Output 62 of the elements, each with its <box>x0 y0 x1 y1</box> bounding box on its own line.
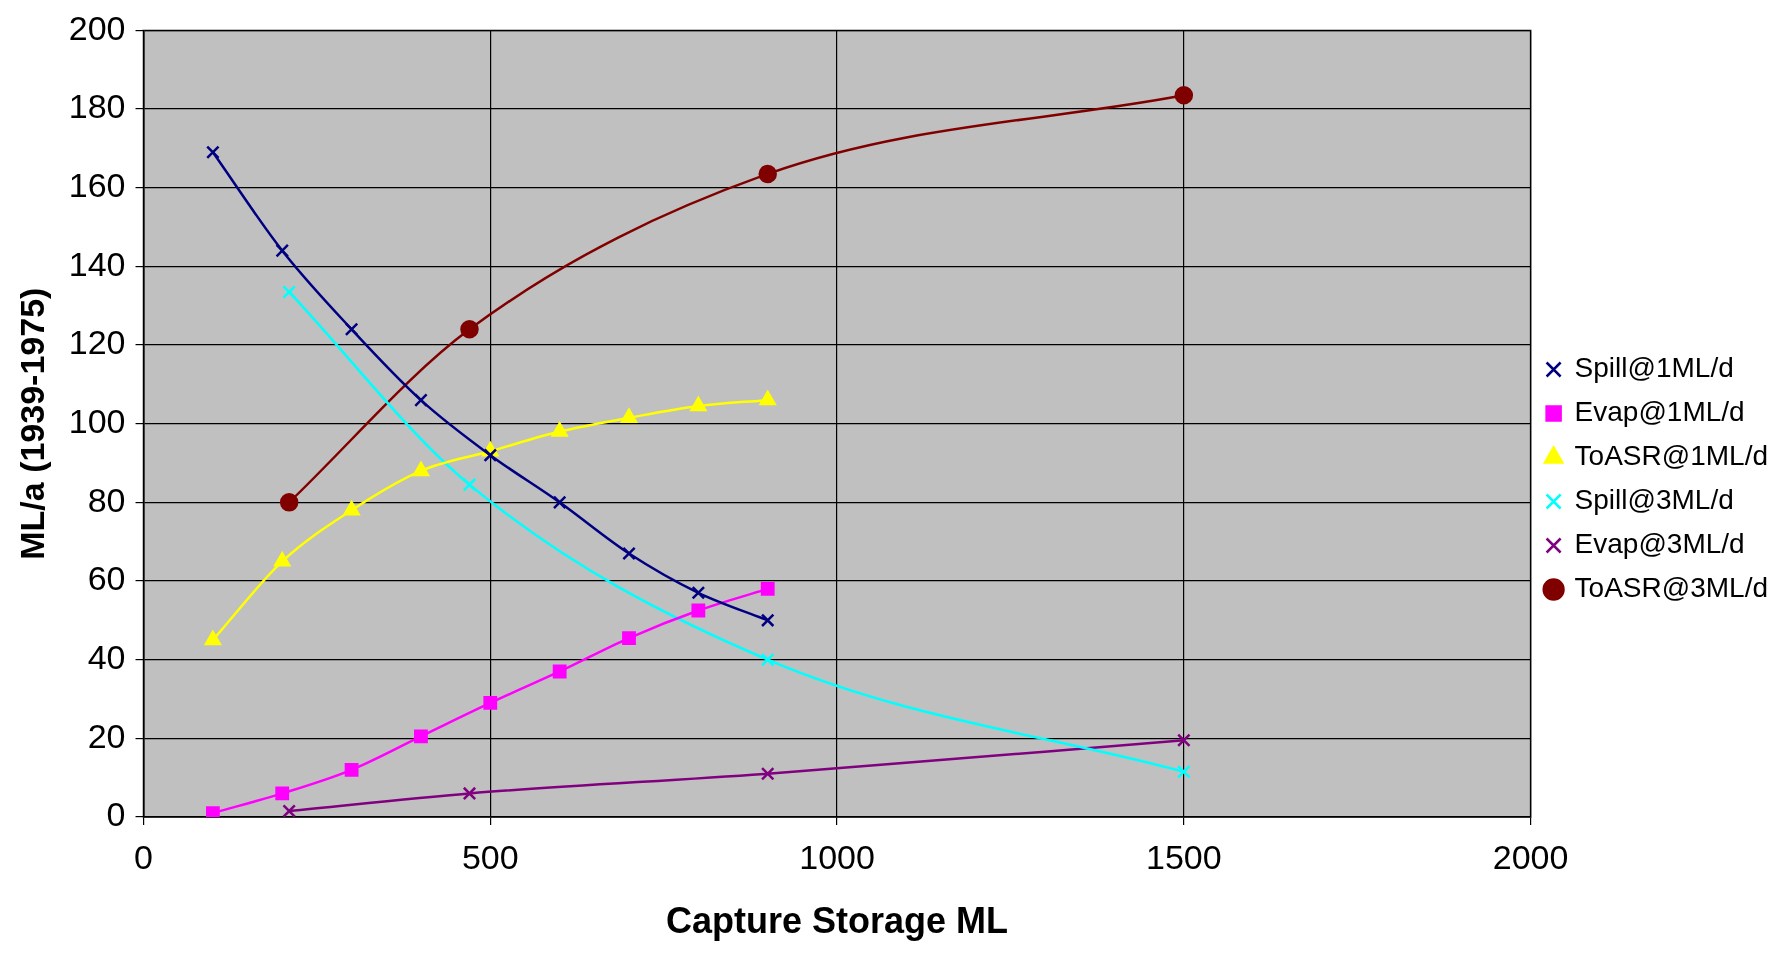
y-tick-label: 20 <box>87 716 126 755</box>
point <box>460 320 479 339</box>
point <box>691 585 706 600</box>
point <box>275 786 290 801</box>
point <box>483 448 498 463</box>
y-tick-label: 160 <box>68 166 126 205</box>
x-tick-label: 500 <box>461 837 519 876</box>
legend-label: ToASR@3ML/d <box>1574 572 1768 604</box>
point <box>412 461 430 477</box>
point <box>205 145 220 160</box>
y-tick-label: 200 <box>68 8 126 47</box>
point <box>275 243 290 258</box>
y-tick-label: 60 <box>87 559 126 598</box>
point <box>760 652 775 667</box>
point <box>760 581 775 596</box>
point <box>622 546 636 561</box>
legend-label: Spill@1ML/d <box>1574 352 1734 384</box>
point <box>551 422 568 437</box>
x-tick-label: 0 <box>134 837 153 876</box>
y-tick-label: 100 <box>68 402 126 441</box>
y-tick-label: 140 <box>68 244 126 283</box>
point <box>1174 86 1194 105</box>
legend-label: ToASR@1ML/d <box>1574 440 1768 472</box>
y-axis-title: ML/a (1939-1975) <box>12 287 51 560</box>
point <box>1176 764 1191 779</box>
y-tick-label: 180 <box>68 87 126 126</box>
legend-label: Evap@3ML/d <box>1574 528 1745 560</box>
point <box>760 766 775 781</box>
point <box>462 477 477 492</box>
point <box>344 762 359 777</box>
point <box>758 164 777 184</box>
point <box>279 493 299 512</box>
legend-label: Evap@1ML/d <box>1574 396 1745 428</box>
point <box>282 804 297 817</box>
point <box>552 664 567 679</box>
point <box>205 806 220 817</box>
point <box>483 696 498 710</box>
point <box>691 603 706 618</box>
y-tick-label: 40 <box>87 638 126 677</box>
point <box>622 631 636 645</box>
point <box>759 390 776 406</box>
y-tick-label: 120 <box>68 323 126 362</box>
point <box>414 393 428 408</box>
y-tick-label: 0 <box>106 795 126 834</box>
legend-label: Spill@3ML/d <box>1574 484 1734 516</box>
x-tick-label: 2000 <box>1492 837 1569 876</box>
x-tick-label: 1000 <box>799 837 875 876</box>
point <box>204 630 222 646</box>
point <box>274 552 291 567</box>
point <box>760 613 775 628</box>
x-axis-title: Capture Storage ML <box>666 900 1009 942</box>
point <box>690 396 707 412</box>
y-tick-label: 80 <box>87 480 126 519</box>
point <box>552 495 567 510</box>
point <box>620 408 638 424</box>
x-tick-label: 1500 <box>1146 837 1222 876</box>
point <box>343 500 360 516</box>
point <box>414 729 428 744</box>
point <box>462 786 477 801</box>
point <box>344 322 359 337</box>
point <box>1176 733 1191 748</box>
point <box>282 285 297 299</box>
